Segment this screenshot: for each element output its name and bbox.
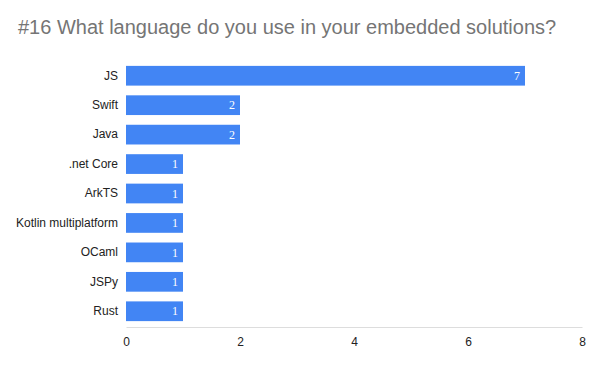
x-tick-label: 6 — [465, 335, 472, 349]
data-label: 1 — [172, 246, 178, 260]
chart: #16 What language do you use in your emb… — [0, 0, 600, 371]
data-label: 7 — [514, 69, 520, 83]
x-tick: 6 — [465, 327, 472, 349]
data-labels: 7 2 2 1 1 1 1 1 1 — [172, 69, 520, 319]
data-label: 1 — [172, 216, 178, 230]
bar — [126, 154, 183, 174]
y-tick: ArkTS — [85, 186, 118, 200]
y-tick: Rust — [93, 304, 118, 318]
x-tick-label: 2 — [237, 335, 244, 349]
bar — [126, 243, 183, 263]
x-tick-label: 4 — [351, 335, 358, 349]
y-tick-label: JSPy — [90, 275, 118, 289]
y-tick-label: .net Core — [69, 157, 119, 171]
bar — [126, 184, 183, 204]
data-label: 1 — [172, 187, 178, 201]
x-tick-label: 8 — [579, 335, 586, 349]
x-tick: 4 — [351, 327, 358, 349]
y-tick: OCaml — [81, 245, 118, 259]
data-label: 2 — [229, 128, 235, 142]
bars — [126, 66, 525, 321]
data-label: 2 — [229, 98, 235, 112]
x-tick: 0 — [123, 327, 130, 349]
y-tick: JS — [104, 69, 118, 83]
y-tick-label: Kotlin multiplatform — [16, 216, 118, 230]
y-tick-label: ArkTS — [85, 186, 118, 200]
y-tick: Swift — [92, 98, 119, 112]
y-tick-label: Rust — [93, 304, 118, 318]
y-tick: Kotlin multiplatform — [16, 216, 118, 230]
bar — [126, 66, 525, 86]
y-tick-label: Java — [93, 127, 119, 141]
x-axis-line — [127, 327, 583, 328]
y-tick: Java — [93, 127, 119, 141]
data-label: 1 — [172, 304, 178, 318]
bar — [126, 301, 183, 321]
y-tick-label: JS — [104, 69, 118, 83]
data-label: 1 — [172, 275, 178, 289]
y-tick-label: OCaml — [81, 245, 118, 259]
bar — [126, 95, 240, 115]
x-axis: 0 2 4 6 8 — [123, 327, 586, 349]
x-tick-label: 0 — [123, 335, 130, 349]
bar — [126, 125, 240, 145]
x-tick: 8 — [579, 327, 586, 349]
y-tick-label: Swift — [92, 98, 119, 112]
bar — [126, 272, 183, 292]
y-tick: JSPy — [90, 275, 118, 289]
bar — [126, 213, 183, 233]
plot: 0 2 4 6 8 JS Swift Java .net Core ArkTS Kotlin mul… — [16, 66, 586, 349]
y-tick: .net Core — [69, 157, 119, 171]
data-label: 1 — [172, 157, 178, 171]
y-axis: JS Swift Java .net Core ArkTS Kotlin multipla… — [16, 69, 119, 319]
title: #16 What language do you use in your emb… — [18, 16, 556, 38]
x-tick: 2 — [237, 327, 244, 349]
